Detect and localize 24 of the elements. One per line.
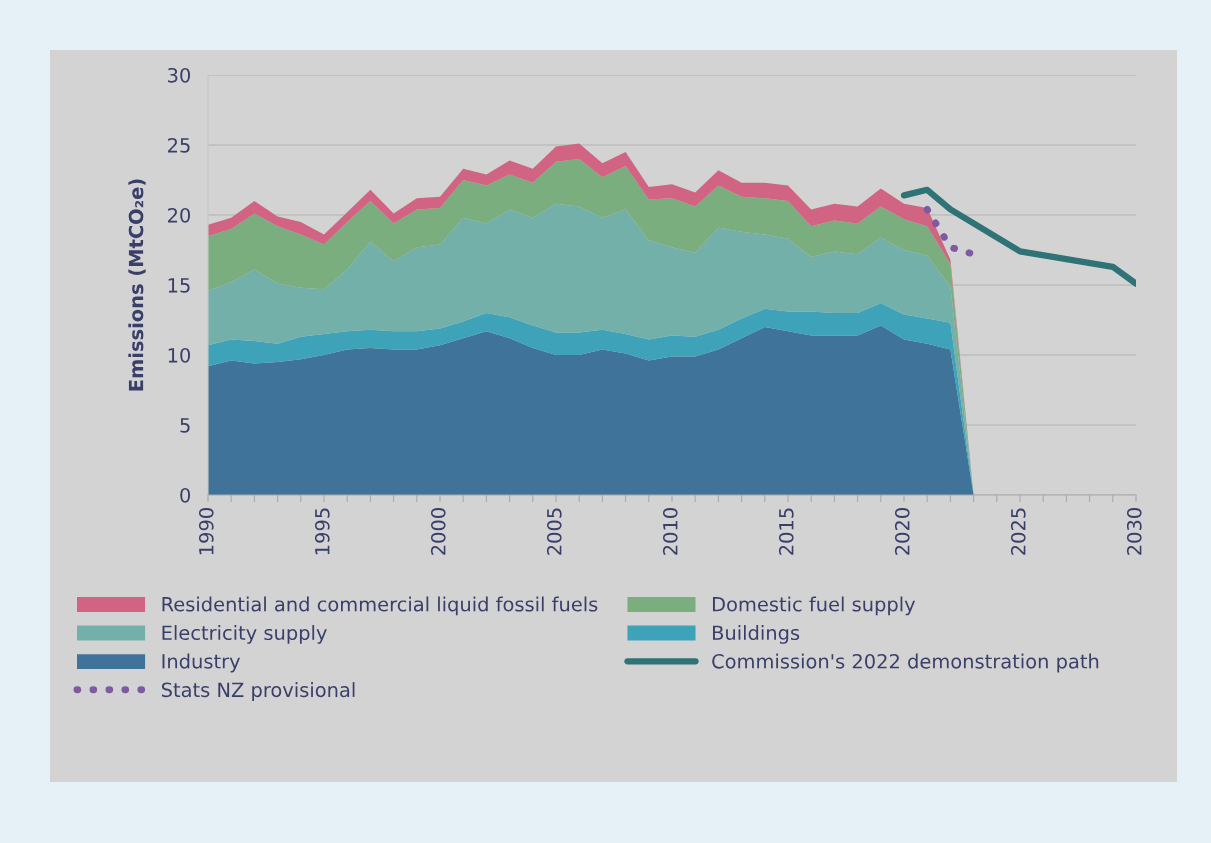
x-tick-label: 2010 [662, 508, 678, 555]
x-tick-label: 2030 [1126, 508, 1142, 555]
y-tick-label: 0 [180, 487, 191, 503]
x-tick-label: 2005 [546, 508, 562, 555]
legend-label: Residential and commercial liquid fossil fuels [162, 596, 598, 616]
y-tick-label: 15 [168, 278, 190, 293]
x-tick-label: 1990 [198, 508, 214, 555]
x-tick-label: 2000 [430, 508, 446, 555]
y-tick-label: 30 [168, 67, 191, 83]
legend-label: Stats NZ provisional [161, 682, 355, 701]
legend-label: Commission's 2022 demonstration path [712, 653, 1099, 673]
x-tick-label: 2025 [1010, 508, 1026, 555]
y-tick-label: 25 [168, 137, 190, 153]
x-tick-label: 1995 [314, 508, 330, 555]
y-tick-label: 10 [168, 347, 191, 363]
y-axis-title: Emissions (MtCO₂e) [128, 179, 146, 391]
x-tick-label: 2020 [894, 508, 910, 555]
legend-label: Industry [162, 653, 241, 673]
x-tick-label: 2015 [778, 508, 794, 555]
y-tick-label: 20 [168, 207, 191, 223]
legend-label: Buildings [712, 625, 800, 644]
legend-label: Domestic fuel supply [712, 596, 916, 616]
legend-label: Electricity supply [162, 625, 327, 644]
y-tick-label: 5 [180, 418, 190, 433]
